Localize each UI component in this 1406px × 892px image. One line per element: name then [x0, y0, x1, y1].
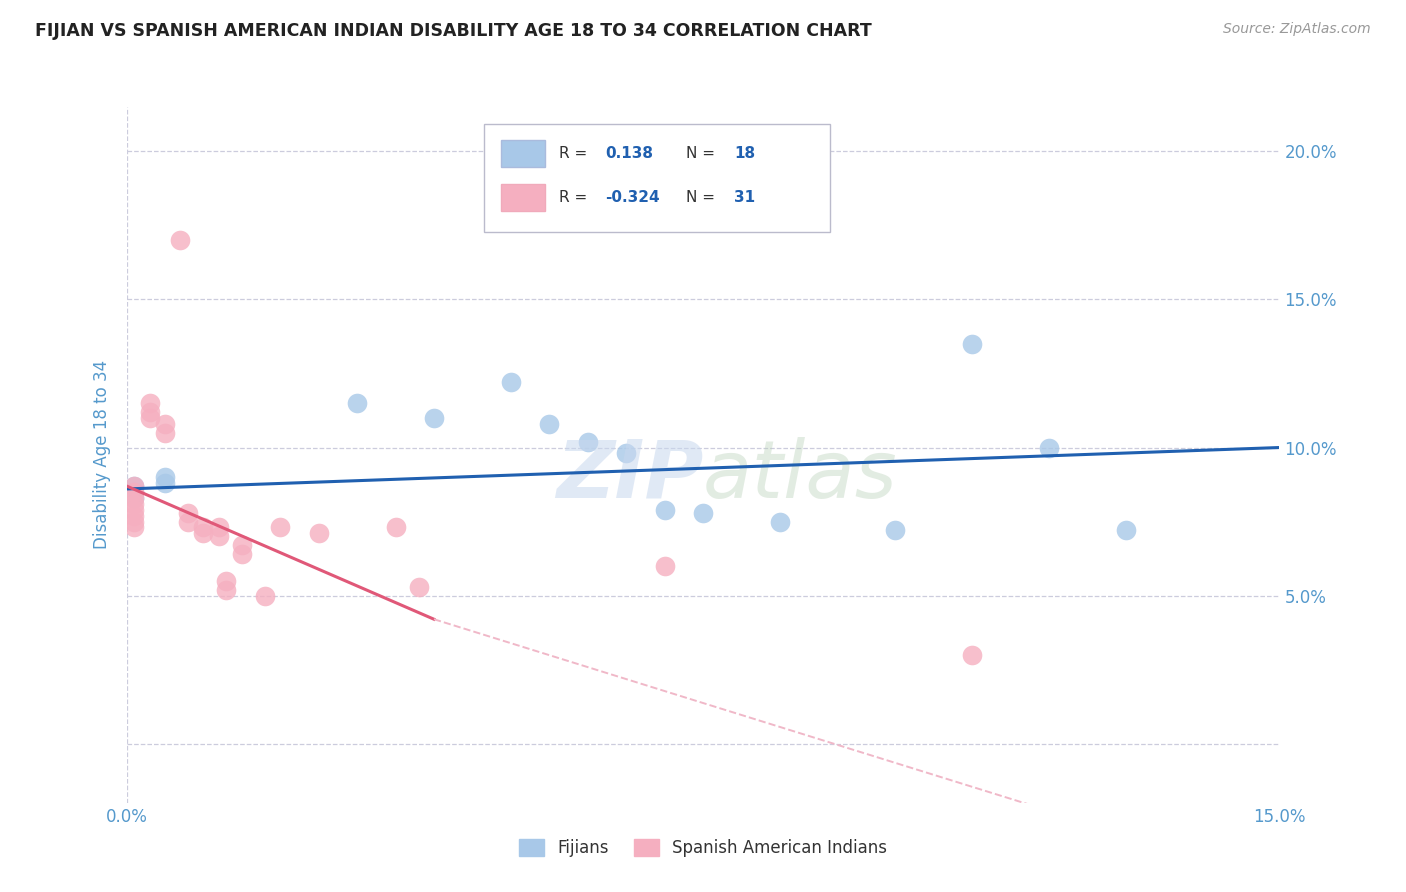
Point	[384, 520, 406, 534]
Point	[538, 417, 561, 431]
Point	[654, 502, 676, 516]
Point	[1115, 524, 1137, 538]
FancyBboxPatch shape	[484, 124, 830, 232]
Point	[208, 520, 231, 534]
Point	[960, 337, 983, 351]
Point	[177, 515, 200, 529]
Point	[269, 520, 291, 534]
Point	[215, 582, 238, 597]
Point	[138, 411, 160, 425]
Point	[654, 558, 676, 573]
Point	[614, 446, 637, 460]
Text: N =: N =	[686, 146, 720, 161]
Point	[122, 491, 145, 505]
Text: ZIP: ZIP	[555, 437, 703, 515]
Point	[122, 484, 145, 499]
Point	[215, 574, 238, 588]
Point	[308, 526, 330, 541]
Text: FIJIAN VS SPANISH AMERICAN INDIAN DISABILITY AGE 18 TO 34 CORRELATION CHART: FIJIAN VS SPANISH AMERICAN INDIAN DISABI…	[35, 22, 872, 40]
Point	[122, 484, 145, 499]
Y-axis label: Disability Age 18 to 34: Disability Age 18 to 34	[93, 360, 111, 549]
Point	[346, 396, 368, 410]
Point	[153, 470, 176, 484]
Point	[122, 497, 145, 511]
Point	[884, 524, 907, 538]
FancyBboxPatch shape	[501, 140, 546, 167]
Point	[576, 434, 599, 449]
Point	[769, 515, 792, 529]
Point	[692, 506, 714, 520]
Point	[253, 589, 276, 603]
Point	[153, 417, 176, 431]
Text: 31: 31	[734, 190, 755, 205]
Point	[231, 538, 253, 552]
Point	[193, 520, 215, 534]
Text: atlas: atlas	[703, 437, 898, 515]
Text: N =: N =	[686, 190, 720, 205]
Point	[408, 580, 430, 594]
Point	[122, 520, 145, 534]
Point	[122, 515, 145, 529]
Point	[153, 476, 176, 491]
Text: 18: 18	[734, 146, 755, 161]
Text: Source: ZipAtlas.com: Source: ZipAtlas.com	[1223, 22, 1371, 37]
FancyBboxPatch shape	[501, 185, 546, 211]
Legend: Fijians, Spanish American Indians: Fijians, Spanish American Indians	[512, 832, 894, 864]
Point	[169, 233, 191, 247]
Point	[153, 425, 176, 440]
Point	[122, 479, 145, 493]
Point	[208, 529, 231, 543]
Point	[193, 526, 215, 541]
Point	[122, 502, 145, 516]
Text: R =: R =	[558, 190, 592, 205]
Point	[231, 547, 253, 561]
Point	[122, 508, 145, 523]
Point	[138, 405, 160, 419]
Text: 0.138: 0.138	[605, 146, 652, 161]
Point	[122, 491, 145, 505]
Point	[1038, 441, 1060, 455]
Point	[138, 396, 160, 410]
Text: R =: R =	[558, 146, 592, 161]
Point	[960, 648, 983, 662]
Point	[423, 411, 446, 425]
Point	[499, 376, 522, 390]
Point	[122, 479, 145, 493]
Point	[177, 506, 200, 520]
Text: -0.324: -0.324	[605, 190, 659, 205]
